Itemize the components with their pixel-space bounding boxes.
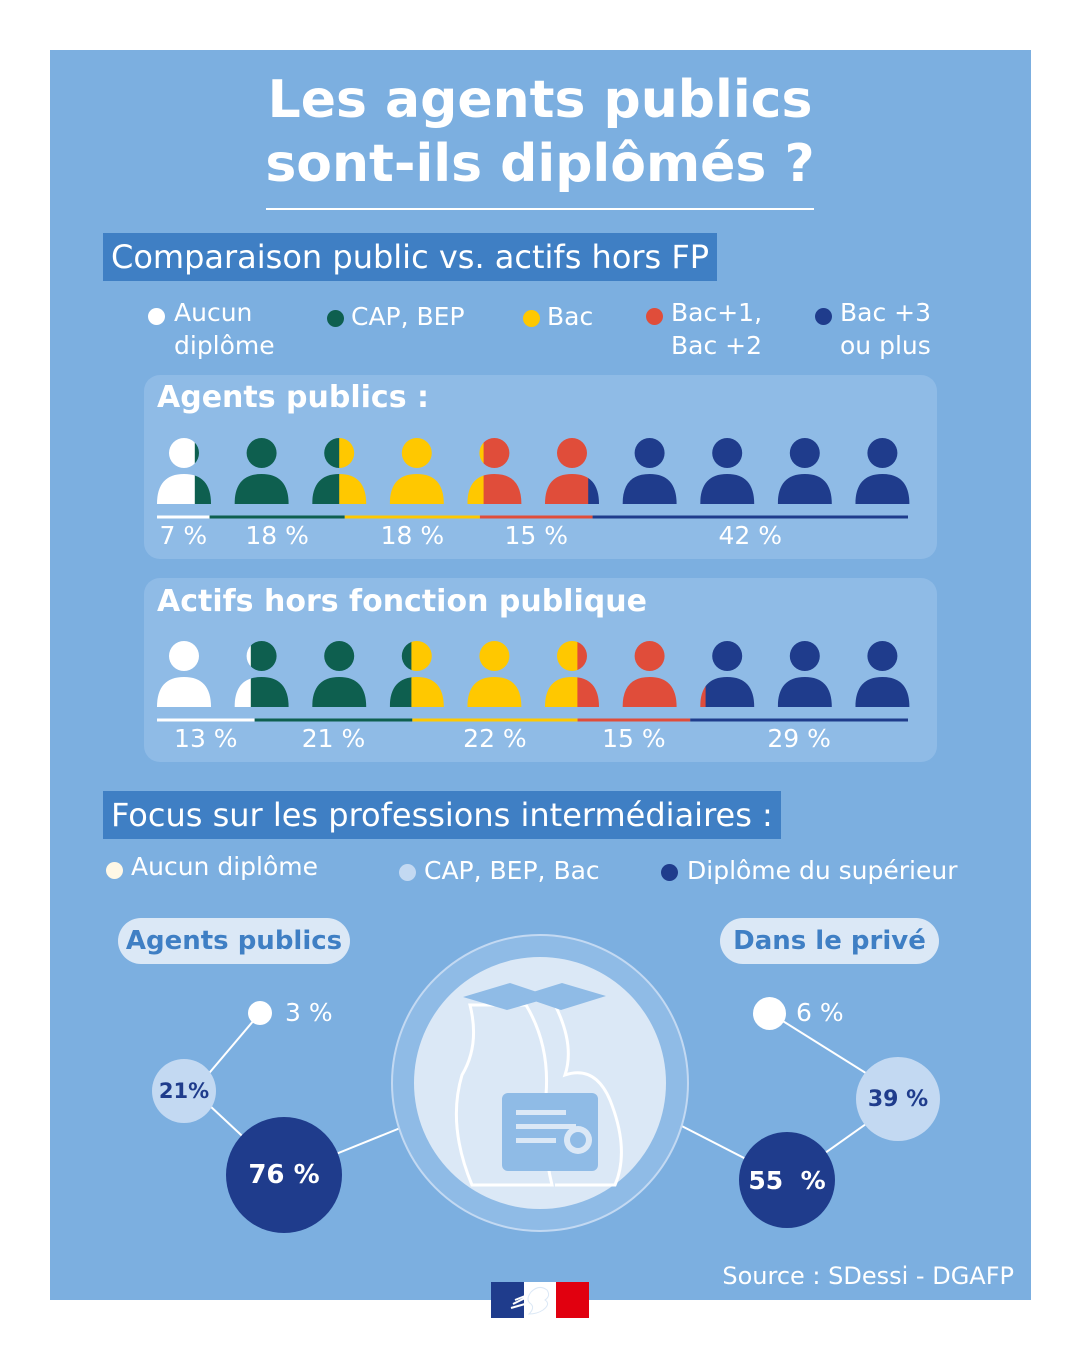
legend-label: CAP, BEP bbox=[351, 302, 465, 331]
legend-item-bac-1-2: Bac+1, Bac +2 bbox=[646, 296, 762, 362]
legend-label: Aucun diplôme bbox=[131, 852, 318, 881]
card-title-actifs-hors-fp: Actifs hors fonction publique bbox=[157, 584, 647, 619]
bubble-agents-superieur: 76 % bbox=[226, 1117, 342, 1233]
legend-dot-icon bbox=[399, 864, 416, 881]
legend-dot-icon bbox=[646, 308, 663, 325]
legend-label: Bac+1, bbox=[671, 298, 763, 327]
bubble-agents-cap-bac: 21% bbox=[152, 1059, 216, 1123]
graduates-diploma-icon bbox=[391, 934, 689, 1232]
legend-item-bac: Bac bbox=[523, 300, 593, 333]
legend-label: CAP, BEP, Bac bbox=[424, 856, 600, 885]
icon-row-actifs-hors-fp bbox=[157, 641, 910, 722]
section-label-focus: Focus sur les professions intermédiaires… bbox=[103, 791, 781, 839]
source-credit: Source : SDessi - DGAFP bbox=[722, 1262, 1014, 1290]
page-title: Les agents publics sont-ils diplômés ? bbox=[0, 68, 1080, 196]
legend-label: Bac bbox=[547, 302, 594, 331]
legend-item-aucun: Aucun diplôme bbox=[148, 296, 275, 362]
title-line-2: sont-ils diplômés ? bbox=[265, 134, 815, 194]
legend-label: Diplôme du supérieur bbox=[687, 856, 958, 885]
legend-dot-icon bbox=[661, 864, 678, 881]
marianne-logo-icon bbox=[491, 1282, 589, 1318]
percent-label: 7 % bbox=[159, 521, 208, 550]
legend-label: diplôme bbox=[174, 331, 275, 360]
icon-row-agents-publics bbox=[157, 438, 910, 519]
pill-agents-publics: Agents publics bbox=[118, 918, 350, 964]
percent-label: 13 % bbox=[174, 724, 238, 753]
bubble-prive-superieur: 55 % bbox=[739, 1132, 835, 1228]
percent-label: 18 % bbox=[245, 521, 309, 550]
legend-dot-icon bbox=[523, 310, 540, 327]
label-agents-aucun: 3 % bbox=[285, 998, 333, 1027]
bubble-prive-aucun bbox=[753, 997, 786, 1030]
legend-label: Bac +3 bbox=[840, 298, 932, 327]
legend-dot-icon bbox=[815, 308, 832, 325]
legend-item-bac-3: Bac +3 ou plus bbox=[815, 296, 931, 362]
percent-label: 15 % bbox=[602, 724, 666, 753]
card-title-agents-publics: Agents publics : bbox=[157, 380, 429, 415]
percent-label: 29 % bbox=[767, 724, 831, 753]
percent-label: 21 % bbox=[301, 724, 366, 753]
label-prive-aucun: 6 % bbox=[796, 998, 844, 1027]
percent-label: 22 % bbox=[463, 724, 527, 753]
legend-label: Aucun bbox=[174, 298, 253, 327]
legend-item-cap-bep-bac: CAP, BEP, Bac bbox=[399, 854, 600, 887]
section-label-comparison: Comparaison public vs. actifs hors FP bbox=[103, 233, 718, 281]
legend-dot-icon bbox=[106, 862, 123, 879]
bubble-label: 21% bbox=[158, 1079, 210, 1103]
legend-item-cap-bep: CAP, BEP bbox=[327, 300, 465, 333]
bubble-label: 55 % bbox=[748, 1165, 826, 1195]
bubble-label: 39 % bbox=[867, 1086, 929, 1112]
percent-label: 42 % bbox=[718, 521, 783, 550]
legend-label: Bac +2 bbox=[671, 331, 763, 360]
title-underline bbox=[266, 208, 814, 210]
legend-dot-icon bbox=[148, 308, 165, 325]
bubble-label: 76 % bbox=[248, 1160, 320, 1190]
bubble-agents-aucun bbox=[248, 1001, 272, 1025]
percent-label: 18 % bbox=[380, 521, 445, 550]
legend-item-superieur: Diplôme du supérieur bbox=[661, 854, 958, 887]
pill-dans-le-prive: Dans le privé bbox=[720, 918, 939, 964]
legend-item-aucun-diplome: Aucun diplôme bbox=[106, 850, 318, 883]
percent-label: 15 % bbox=[504, 521, 568, 550]
title-line-1: Les agents publics bbox=[267, 70, 813, 130]
bubble-prive-cap-bac: 39 % bbox=[856, 1057, 940, 1141]
legend-dot-icon bbox=[327, 310, 344, 327]
legend-label: ou plus bbox=[840, 331, 931, 360]
